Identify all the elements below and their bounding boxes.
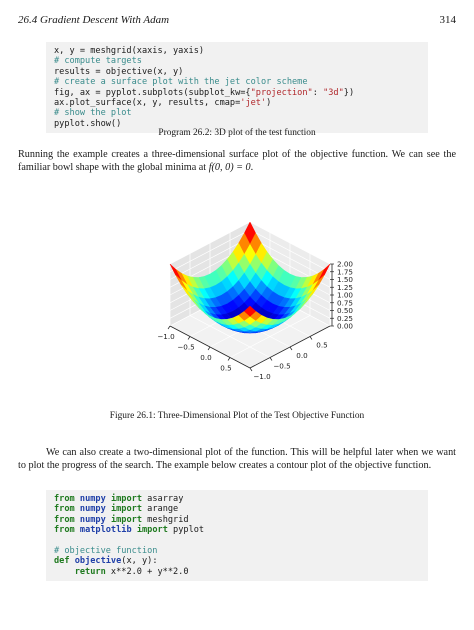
figure-caption: Figure 26.1: Three-Dimensional Plot of t… bbox=[109, 411, 365, 421]
code-token: : bbox=[312, 87, 324, 98]
code-token: (x, y): bbox=[121, 556, 158, 567]
x-tick bbox=[167, 325, 171, 330]
code-token: x**2.0 + y**2.0 bbox=[105, 566, 189, 577]
z-tick-label: 2.00 bbox=[337, 260, 353, 269]
code-line: from numpy import meshgrid bbox=[54, 515, 420, 525]
code-line: # compute targets bbox=[54, 56, 420, 66]
code-token: "3d" bbox=[323, 87, 344, 98]
code-token: from bbox=[54, 514, 75, 525]
code-token: numpy bbox=[79, 514, 106, 525]
surface-mesh bbox=[169, 221, 331, 334]
code-line: x, y = meshgrid(xaxis, yaxis) bbox=[54, 46, 420, 56]
code-token: x, y = meshgrid(xaxis, yaxis) bbox=[54, 46, 205, 56]
y-tick-label: 0.0 bbox=[296, 351, 308, 360]
code-token: "projection" bbox=[250, 87, 313, 98]
code-token: 'jet' bbox=[240, 98, 267, 109]
code-line: return x**2.0 + y**2.0 bbox=[54, 567, 420, 577]
code-line: from numpy import arange bbox=[54, 504, 420, 514]
page-header: 26.4 Gradient Descent With Adam 314 bbox=[18, 14, 456, 26]
code-token: asarray bbox=[142, 494, 184, 504]
paragraph-text: Running the example creates a three-dime… bbox=[18, 149, 456, 174]
code-line: # objective function bbox=[54, 546, 420, 556]
y-tick bbox=[269, 357, 273, 361]
code-line: # create a surface plot with the jet col… bbox=[54, 77, 420, 87]
code-token: ) bbox=[266, 98, 272, 109]
code-token: matplotlib bbox=[79, 525, 132, 536]
z-tick-label: 1.25 bbox=[337, 283, 353, 292]
code-token: from bbox=[54, 504, 75, 515]
code-line: from matplotlib import pyplot bbox=[54, 525, 420, 535]
code-token: return bbox=[74, 566, 106, 577]
y-axis: 0.5 0.0 −0.5−1.0 bbox=[249, 325, 331, 381]
code-block-imports: from numpy import asarray from numpy impo… bbox=[46, 490, 428, 582]
x-tick bbox=[227, 357, 231, 361]
code-token: objective bbox=[74, 556, 122, 567]
y-tick-label: 0.5 bbox=[316, 341, 327, 350]
code-token: def bbox=[54, 556, 70, 567]
code-line: from numpy import asarray bbox=[54, 494, 420, 504]
code-token: # show the plot bbox=[54, 108, 132, 119]
code-token: from bbox=[54, 525, 75, 536]
surface-plot-3d: 2.001.751.501.251.000.750.500.250.00 −1.… bbox=[157, 221, 353, 381]
z-tick-label: 1.00 bbox=[337, 291, 353, 300]
y-tick bbox=[289, 346, 293, 351]
x-tick bbox=[207, 346, 211, 351]
code-token: import bbox=[110, 504, 142, 515]
section-title: 26.4 Gradient Descent With Adam bbox=[18, 14, 170, 26]
code-line: fig, ax = pyplot.subplots(subplot_kw={"p… bbox=[54, 88, 420, 98]
z-tick-label: 0.00 bbox=[337, 322, 353, 331]
paragraph-contour: We can also create a two-dimensional plo… bbox=[18, 447, 456, 472]
code-block-plot: x, y = meshgrid(xaxis, yaxis) # compute t… bbox=[46, 42, 428, 134]
x-tick-label: −0.5 bbox=[177, 343, 194, 352]
code-token: ax.plot_surface(x, y, results, cmap= bbox=[54, 98, 241, 109]
y-tick bbox=[249, 367, 253, 372]
z-tick-label: 0.75 bbox=[337, 298, 353, 307]
code-token bbox=[54, 567, 75, 577]
code-token: numpy bbox=[79, 504, 106, 515]
surface-facet bbox=[244, 305, 256, 317]
code-token: import bbox=[110, 514, 142, 525]
z-tick-label: 1.75 bbox=[337, 267, 353, 276]
y-tick-label: −0.5 bbox=[273, 362, 290, 371]
math-expression: f(0, 0) = 0 bbox=[208, 162, 251, 174]
x-axis: −1.0−0.5 0.0 0.5 bbox=[157, 325, 251, 373]
code-token: }) bbox=[343, 87, 355, 98]
code-token: pyplot.show() bbox=[54, 118, 122, 129]
code-line: # show the plot bbox=[54, 108, 420, 118]
code-line bbox=[54, 536, 420, 546]
z-tick-label: 0.50 bbox=[337, 306, 353, 315]
code-token: arange bbox=[142, 504, 179, 515]
code-token: # objective function bbox=[54, 546, 158, 557]
code-line: pyplot.show() bbox=[54, 119, 420, 129]
z-tick-label: 1.50 bbox=[337, 275, 353, 284]
y-tick bbox=[309, 336, 313, 340]
code-token: import bbox=[110, 494, 142, 504]
x-tick-label: −1.0 bbox=[157, 332, 175, 341]
x-tick bbox=[187, 336, 191, 340]
code-line: results = objective(x, y) bbox=[54, 67, 420, 77]
code-token: fig, ax = pyplot.subplots(subplot_kw={ bbox=[54, 87, 251, 98]
x-tick-label: 0.0 bbox=[200, 353, 212, 362]
x-tick-label: 0.5 bbox=[220, 364, 231, 373]
y-tick-label: −1.0 bbox=[253, 372, 271, 381]
z-tick-label: 0.25 bbox=[337, 314, 353, 323]
code-line: def objective(x, y): bbox=[54, 556, 420, 566]
code-token: numpy bbox=[79, 494, 106, 504]
code-token: results = objective(x, y) bbox=[54, 66, 184, 77]
code-token: # compute targets bbox=[54, 56, 142, 67]
page-number: 314 bbox=[439, 14, 457, 26]
z-axis: 2.001.751.501.251.000.750.500.250.00 bbox=[330, 260, 353, 331]
program-caption: Program 26.2: 3D plot of the test functi… bbox=[158, 128, 316, 138]
code-token: meshgrid bbox=[142, 514, 189, 525]
code-line: ax.plot_surface(x, y, results, cmap='jet… bbox=[54, 98, 420, 108]
paragraph-surface: Running the example creates a three-dime… bbox=[18, 148, 456, 174]
code-token: pyplot bbox=[167, 525, 205, 536]
code-token: # create a surface plot with the jet col… bbox=[54, 77, 308, 88]
paragraph-end: . bbox=[250, 162, 254, 174]
code-token: from bbox=[54, 494, 75, 504]
code-token: import bbox=[136, 525, 168, 536]
